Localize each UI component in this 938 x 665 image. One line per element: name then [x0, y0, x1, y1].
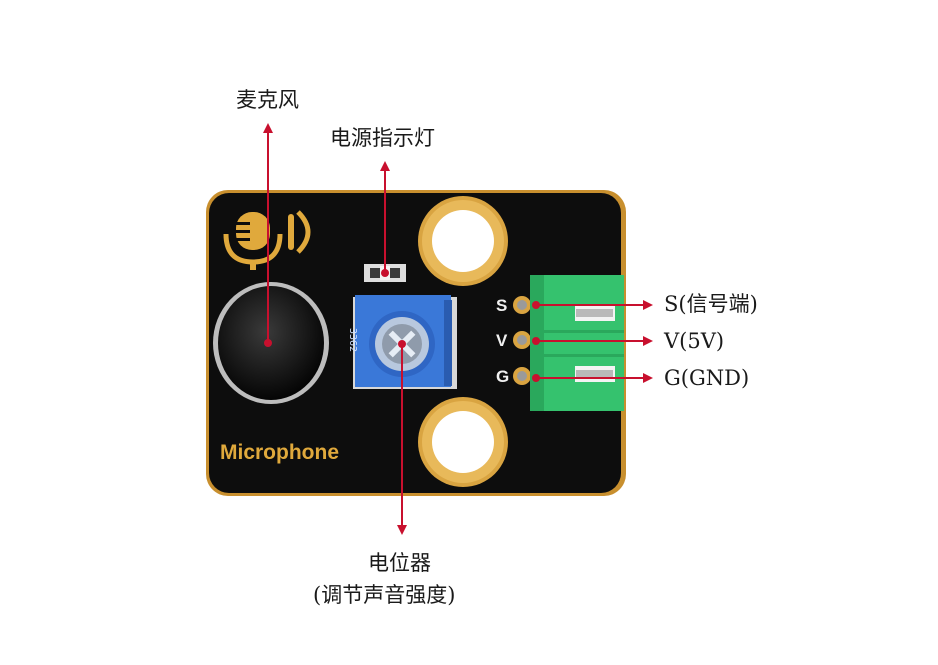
label-microphone: 麦克风	[236, 88, 299, 112]
label-gnd-pin: G(GND)	[664, 366, 750, 390]
arrow-signal	[532, 300, 653, 310]
label-vcc-pin: V(5V)	[664, 329, 725, 353]
pin-pad-v	[513, 331, 531, 349]
label-power-led: 电源指示灯	[330, 126, 435, 150]
board-name: Microphone	[220, 441, 339, 464]
pot-code: 3362	[347, 328, 358, 353]
mounting-hole-top	[418, 196, 508, 286]
connector	[530, 275, 624, 411]
arrow-gnd	[532, 373, 653, 383]
label-potentiometer-line1: 电位器	[368, 551, 431, 575]
microphone-icon	[223, 210, 311, 270]
arrow-vcc	[532, 336, 653, 346]
pin-label-v: V	[496, 331, 508, 350]
label-potentiometer-line2: (调节声音强度)	[313, 583, 456, 607]
arrow-microphone	[263, 123, 273, 347]
arrow-potentiometer	[397, 340, 407, 535]
pin-pad-g	[513, 367, 531, 385]
pin-label-g: G	[496, 367, 510, 386]
label-signal-pin: S(信号端)	[664, 292, 758, 316]
pin-pad-s	[513, 296, 531, 314]
pin-label-s: S	[496, 296, 508, 315]
mounting-hole-bottom	[418, 397, 508, 487]
arrow-power-led	[380, 161, 390, 277]
